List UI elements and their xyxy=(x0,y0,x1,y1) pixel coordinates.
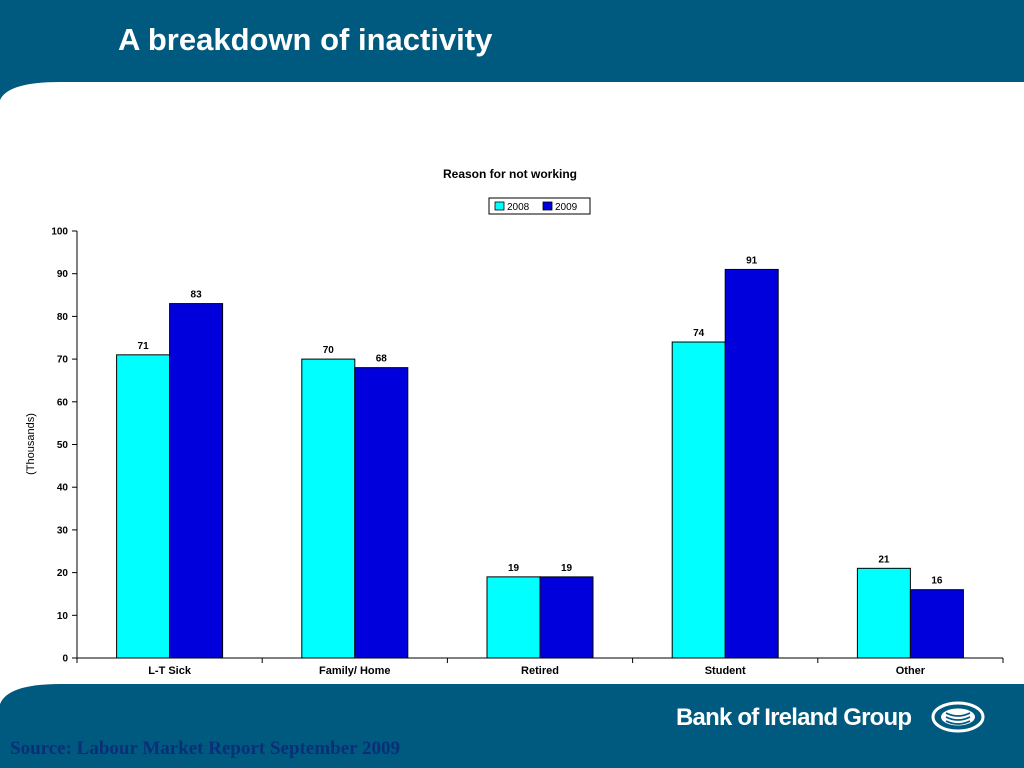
y-tick-label: 0 xyxy=(62,654,68,665)
footer-band xyxy=(0,684,1024,768)
x-tick-label: L-T Sick xyxy=(148,665,192,677)
bar-2009 xyxy=(909,589,964,659)
x-tick-label: Retired xyxy=(521,665,559,677)
header-band xyxy=(0,0,1024,100)
chart-title: Reason for not working xyxy=(443,167,577,181)
legend-label-2009: 2009 xyxy=(555,202,578,213)
legend-swatch-2008 xyxy=(494,201,505,211)
y-axis: 0 10 20 30 40 50 60 70 80 90 100 xyxy=(51,227,78,665)
data-label: 71 xyxy=(138,341,150,352)
bar-2009 xyxy=(724,268,779,659)
y-axis-label: (Thousands) xyxy=(25,413,37,475)
brand-name: Bank of Ireland Group xyxy=(676,704,912,731)
data-label: 74 xyxy=(693,328,705,339)
y-tick-label: 30 xyxy=(57,525,69,536)
x-axis: L-T Sick Family/ Home Retired Student Other xyxy=(76,657,1004,677)
bar-2008 xyxy=(671,341,726,659)
x-tick-label: Student xyxy=(705,665,746,677)
bars xyxy=(116,268,964,659)
legend-swatch-2009 xyxy=(542,201,553,211)
y-tick-label: 60 xyxy=(57,397,69,408)
data-label: 91 xyxy=(746,255,758,266)
y-tick-label: 100 xyxy=(51,227,68,238)
bar-2009 xyxy=(539,576,594,659)
legend-label-2008: 2008 xyxy=(507,202,530,213)
data-label: 21 xyxy=(878,554,890,565)
bar-chart: Reason for not working 2008 2009 (Thousa… xyxy=(25,167,1004,677)
bar-2008 xyxy=(486,576,541,659)
legend: 2008 2009 xyxy=(488,197,591,215)
y-tick-label: 50 xyxy=(57,440,69,451)
y-tick-label: 20 xyxy=(57,568,69,579)
y-tick-label: 40 xyxy=(57,483,69,494)
slide-title: A breakdown of inactivity xyxy=(118,22,493,57)
data-label: 16 xyxy=(931,576,943,587)
bar-2008 xyxy=(856,567,911,659)
legend-box xyxy=(488,197,591,215)
value-labels: 71 83 70 68 19 19 74 91 21 16 xyxy=(138,255,943,586)
data-label: 19 xyxy=(561,563,573,574)
data-label: 19 xyxy=(508,563,520,574)
source-note: Source: Labour Market Report September 2… xyxy=(10,738,400,759)
bar-2008 xyxy=(116,354,171,659)
x-tick-label: Family/ Home xyxy=(319,665,391,677)
x-tick-label: Other xyxy=(896,665,926,677)
y-tick-label: 70 xyxy=(57,355,69,366)
bar-2009 xyxy=(169,303,224,659)
y-tick-label: 90 xyxy=(57,269,69,280)
data-label: 70 xyxy=(323,345,335,356)
data-label: 68 xyxy=(376,354,388,365)
y-tick-label: 80 xyxy=(57,312,69,323)
data-label: 83 xyxy=(191,290,203,301)
bar-2009 xyxy=(354,367,409,659)
bank-logo-icon xyxy=(931,701,985,733)
y-tick-label: 10 xyxy=(57,611,69,622)
bar-2008 xyxy=(301,358,356,659)
